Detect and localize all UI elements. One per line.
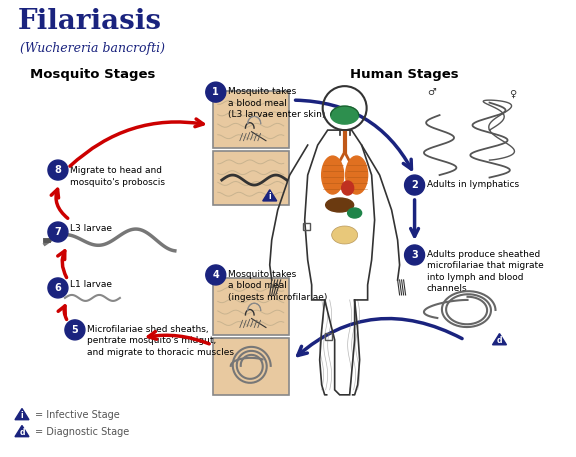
Text: 8: 8 bbox=[55, 165, 62, 175]
Bar bbox=[213, 278, 289, 335]
Text: ♂: ♂ bbox=[427, 87, 436, 97]
Text: ♀: ♀ bbox=[510, 89, 517, 99]
Ellipse shape bbox=[325, 198, 354, 212]
Bar bbox=[213, 151, 289, 205]
Text: i: i bbox=[21, 411, 23, 420]
Text: 4: 4 bbox=[213, 270, 219, 280]
Bar bbox=[303, 223, 310, 230]
Circle shape bbox=[48, 160, 68, 180]
Text: Adults produce sheathed
microfilariae that migrate
into lymph and blood
channels: Adults produce sheathed microfilariae th… bbox=[427, 250, 543, 293]
Text: Mosquito takes
a blood meal
(L3 larvae enter skin): Mosquito takes a blood meal (L3 larvae e… bbox=[228, 87, 325, 119]
Bar bbox=[212, 90, 290, 149]
Ellipse shape bbox=[331, 106, 359, 124]
Text: Filariasis: Filariasis bbox=[18, 8, 162, 35]
Circle shape bbox=[48, 222, 68, 242]
Bar bbox=[212, 150, 290, 206]
Ellipse shape bbox=[332, 226, 358, 244]
Text: Mosquito takes
a blood meal
(ingests microfilariae): Mosquito takes a blood meal (ingests mic… bbox=[228, 270, 327, 302]
Polygon shape bbox=[492, 334, 506, 345]
Text: (Wuchereria bancrofti): (Wuchereria bancrofti) bbox=[20, 42, 165, 55]
Text: d: d bbox=[497, 336, 502, 345]
Text: 2: 2 bbox=[411, 180, 418, 190]
Text: i: i bbox=[268, 192, 271, 201]
Ellipse shape bbox=[346, 156, 367, 194]
Text: 7: 7 bbox=[55, 227, 61, 237]
Text: d: d bbox=[19, 428, 25, 436]
Text: 1: 1 bbox=[213, 87, 219, 97]
Text: Mosquito Stages: Mosquito Stages bbox=[30, 68, 156, 81]
Circle shape bbox=[65, 320, 85, 340]
Ellipse shape bbox=[342, 181, 354, 195]
Text: = Diagnostic Stage: = Diagnostic Stage bbox=[35, 427, 129, 437]
Bar bbox=[325, 333, 332, 340]
Polygon shape bbox=[15, 409, 29, 420]
Text: Human Stages: Human Stages bbox=[350, 68, 458, 81]
Text: 6: 6 bbox=[55, 283, 61, 293]
Circle shape bbox=[404, 175, 425, 195]
Bar bbox=[212, 337, 290, 396]
Circle shape bbox=[206, 265, 226, 285]
Bar bbox=[213, 91, 289, 148]
Text: = Infective Stage: = Infective Stage bbox=[35, 410, 120, 420]
Text: L1 larvae: L1 larvae bbox=[70, 281, 112, 289]
Text: 3: 3 bbox=[411, 250, 418, 260]
Polygon shape bbox=[15, 425, 29, 437]
Text: L3 larvae: L3 larvae bbox=[70, 224, 112, 234]
Text: Microfilariae shed sheaths,
pentrate mosquito's midgut,
and migrate to thoracic : Microfilariae shed sheaths, pentrate mos… bbox=[87, 325, 234, 357]
Text: 5: 5 bbox=[71, 325, 78, 335]
Ellipse shape bbox=[348, 208, 362, 218]
Text: Migrate to head and
mosquito's proboscis: Migrate to head and mosquito's proboscis bbox=[70, 166, 165, 186]
Polygon shape bbox=[263, 190, 276, 201]
Text: Adults in lymphatics: Adults in lymphatics bbox=[427, 180, 519, 189]
Circle shape bbox=[404, 245, 425, 265]
Circle shape bbox=[48, 278, 68, 298]
Bar bbox=[213, 338, 289, 395]
Circle shape bbox=[206, 82, 226, 102]
Bar bbox=[212, 277, 290, 336]
Ellipse shape bbox=[321, 156, 344, 194]
